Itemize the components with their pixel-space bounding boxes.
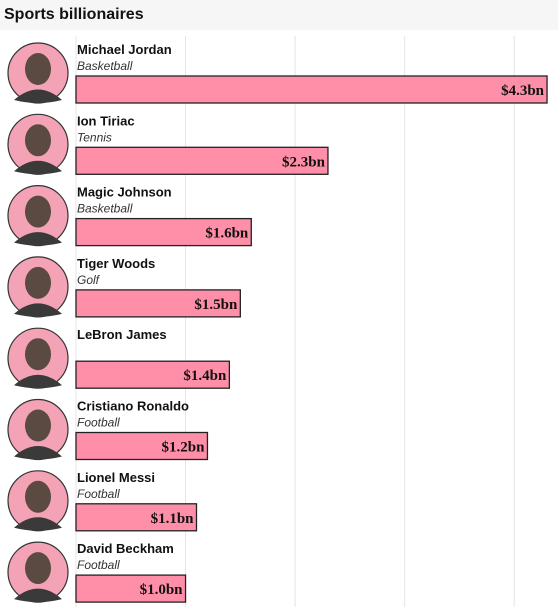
athlete-sport: Golf xyxy=(77,273,101,287)
bar xyxy=(75,289,241,318)
value-label: $1.0bn xyxy=(140,582,184,598)
athlete-head xyxy=(25,409,51,442)
athlete-shoulders xyxy=(14,517,62,531)
athlete-name: Cristiano Ronaldo xyxy=(77,399,189,414)
athlete-name: Michael Jordan xyxy=(77,42,172,57)
bar xyxy=(75,360,231,389)
athlete-sport: Football xyxy=(77,416,120,430)
athlete-shoulders xyxy=(14,160,62,175)
bar xyxy=(75,574,187,603)
value-label: $1.6bn xyxy=(205,226,249,242)
athlete-sport: Football xyxy=(77,487,120,501)
value-label: $4.3bn xyxy=(501,83,545,99)
athlete-shoulders xyxy=(14,303,62,317)
athlete-head xyxy=(25,338,51,371)
value-label: $2.3bn xyxy=(282,154,326,170)
title-band xyxy=(0,0,558,30)
athlete-shoulders xyxy=(14,588,62,603)
bar xyxy=(75,146,329,175)
bar xyxy=(75,431,209,461)
athlete-name: Ion Tiriac xyxy=(77,113,135,128)
value-label: $1.4bn xyxy=(183,368,227,384)
athlete-sport: Tennis xyxy=(77,130,112,144)
athlete-head xyxy=(25,195,51,228)
athlete-head xyxy=(25,266,51,299)
athlete-name: LeBron James xyxy=(77,327,167,342)
athlete-sport: Basketball xyxy=(77,202,133,216)
bar xyxy=(75,217,252,247)
bar xyxy=(75,503,198,532)
bar xyxy=(75,75,548,104)
value-label: $1.5bn xyxy=(194,297,238,313)
chart-title: Sports billionaires xyxy=(4,6,144,23)
athlete-name: Lionel Messi xyxy=(77,470,155,485)
athlete-head xyxy=(25,552,51,585)
athlete-sport: Basketball xyxy=(77,59,133,73)
athlete-name: Magic Johnson xyxy=(77,185,172,200)
athlete-head xyxy=(25,53,51,85)
athlete-name: David Beckham xyxy=(77,541,174,556)
athlete-shoulders xyxy=(14,89,62,103)
athlete-head xyxy=(25,124,51,157)
value-label: $1.1bn xyxy=(151,511,195,527)
athlete-name: Tiger Woods xyxy=(77,256,155,271)
athlete-shoulders xyxy=(14,374,62,389)
athlete-shoulders xyxy=(14,232,62,246)
value-label: $1.2bn xyxy=(162,440,206,456)
athlete-shoulders xyxy=(14,446,62,460)
athlete-sport: Football xyxy=(77,558,120,572)
athlete-head xyxy=(25,480,51,513)
